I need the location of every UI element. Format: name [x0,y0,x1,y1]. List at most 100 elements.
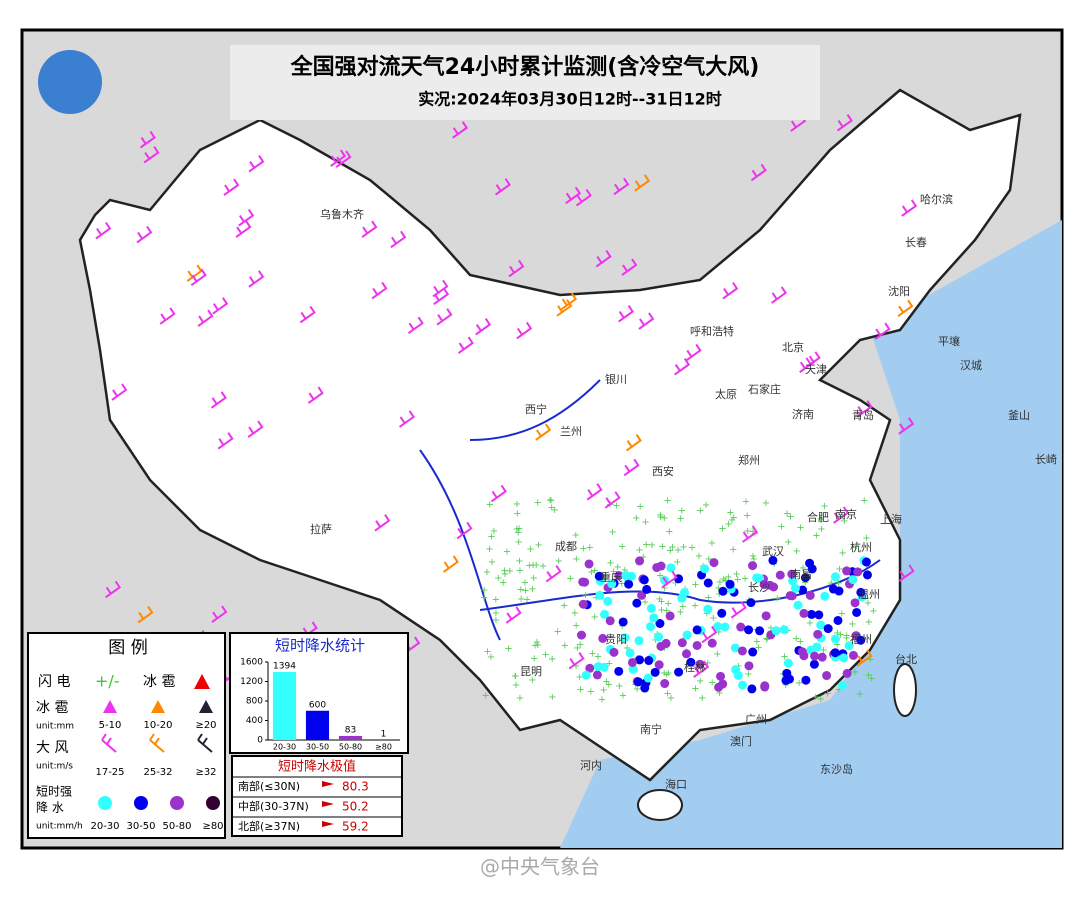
lightning: + [667,693,675,704]
map-subtitle: 实况:2024年03月30日12时--31日12时 [418,90,722,109]
lightning: + [848,619,856,630]
rain-dot [814,610,823,619]
rain-dot [738,646,747,655]
rain-dot [734,671,743,680]
y-tick-label: 1200 [240,677,263,687]
rain-dot [682,649,691,658]
lightning: + [516,566,524,577]
bar [339,736,362,740]
lightning: + [513,524,521,535]
city-label: 海口 [665,777,687,791]
legend-label: 大 风 [36,740,68,756]
rain-dot [708,639,717,648]
city-label: 乌鲁木齐 [320,207,364,221]
rain-dot [666,563,675,572]
legend-label: 闪 电 [38,674,70,690]
lightning: + [492,608,500,619]
lightning: + [606,558,614,569]
rain-dot [786,591,795,600]
lightning: + [762,498,770,509]
lightning: + [793,546,801,557]
rain-dot [746,598,755,607]
rain-dot [614,667,623,676]
rain-class-symbol [206,796,220,810]
city-label: 河内 [580,758,602,772]
stats-title: 短时降水统计 [275,637,365,655]
rain-dot [704,578,713,587]
rain-dot [649,613,658,622]
city-label: 天津 [805,363,827,376]
rain-dot [642,585,651,594]
lightning: + [532,560,540,571]
lightning: + [696,506,704,517]
rain-dot [718,587,727,596]
x-tick-label: 30-50 [306,743,329,752]
lightning: + [792,634,800,645]
lightning: + [534,540,542,551]
y-tick-label: 0 [257,736,263,746]
city-label: 西宁 [525,402,547,416]
lightning: + [665,526,673,537]
rain-dot [593,670,602,679]
lightning: + [666,545,674,556]
rain-dot [683,630,692,639]
rain-dot [660,679,669,688]
city-label: 呼和浩特 [690,324,734,338]
city-label: 太原 [715,388,737,401]
lightning: + [588,648,596,659]
lightning: + [487,532,495,543]
lightning: + [572,554,580,565]
legend-label: 短时强 [36,785,72,799]
lightning: + [655,594,663,605]
rain-dot [842,566,851,575]
legend-class: 25-32 [143,767,172,778]
rain-dot [806,591,815,600]
rain-dot [810,652,819,661]
lightning: + [688,543,696,554]
legend-class: 17-25 [95,767,124,778]
lightning: + [555,556,563,567]
value-label: 83 [345,725,356,735]
rain-dot [677,594,686,603]
lightning: + [488,557,496,568]
city-label: 东沙岛 [820,762,853,776]
lightning: + [608,527,616,538]
rain-dot [577,631,586,640]
value-label: 600 [309,700,326,710]
rain-class-symbol [134,796,148,810]
rain-dot [820,592,829,601]
legend-class: 30-50 [126,821,155,832]
lightning: + [576,639,584,650]
rain-dot [718,680,727,689]
city-label: 桂林 [684,660,706,674]
lightning: + [487,652,495,663]
city-label: 汉城 [960,359,982,372]
lightning: + [742,497,750,508]
rain-dot [799,609,808,618]
rain-dot [654,632,663,641]
city-label: 哈尔滨 [920,192,953,206]
lightning: + [744,669,752,680]
lightning: + [503,546,511,557]
extremes-title: 短时降水极值 [278,759,356,775]
rain-dot [813,630,822,639]
legend-class: 5-10 [99,720,122,731]
lightning: + [839,548,847,559]
value-label: 1 [381,729,387,739]
lightning: + [664,668,672,679]
extreme-value: 59.2 [342,820,369,834]
rain-dot [822,671,831,680]
rain-dot [579,600,588,609]
lightning: + [485,544,493,555]
rain-dot [595,591,604,600]
city-label: 昆明 [520,665,542,678]
city-label: 银川 [605,372,627,386]
y-tick-label: 800 [246,697,263,707]
lightning: + [579,544,587,555]
city-label: 兰州 [560,425,582,438]
lightning: + [641,517,649,528]
lightning: + [576,685,584,696]
lightning: + [530,654,538,665]
rain-dot [716,672,725,681]
